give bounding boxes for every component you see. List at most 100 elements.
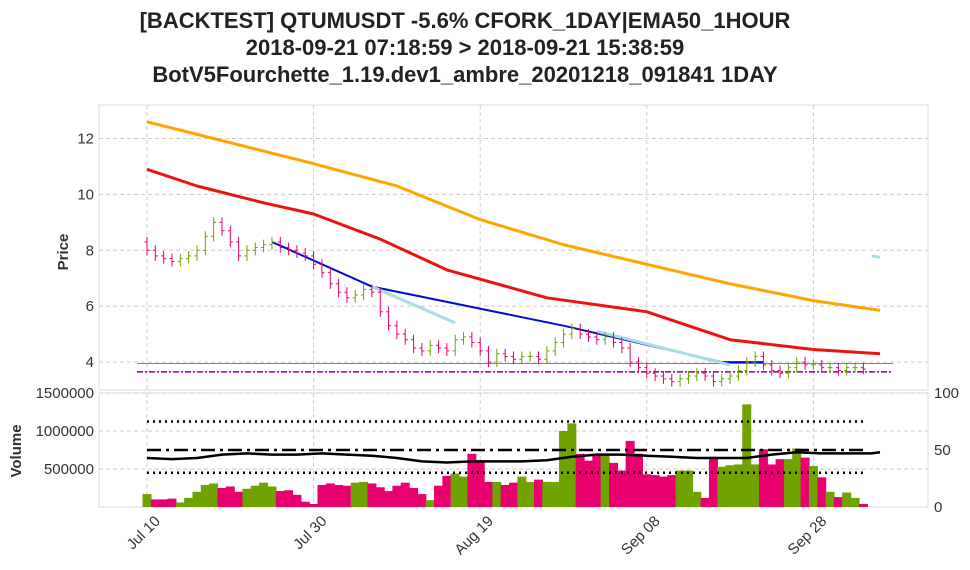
volume-bar <box>667 475 677 507</box>
volume-bar <box>450 473 460 507</box>
volume-bar <box>350 482 360 507</box>
candle <box>694 368 700 382</box>
candle <box>394 320 400 340</box>
trend-light-line <box>871 254 881 259</box>
volume-bar <box>325 483 335 507</box>
volume-bar <box>175 502 185 507</box>
volume-tick-label: 500000 <box>44 461 94 478</box>
candles <box>144 217 866 387</box>
volume-bar <box>767 464 777 507</box>
candle <box>685 371 691 384</box>
volume-bar <box>708 456 718 507</box>
candle <box>652 368 658 382</box>
volume-bar <box>658 476 668 507</box>
candle <box>794 357 800 373</box>
candle <box>252 242 258 256</box>
candle <box>319 259 325 278</box>
candle <box>411 334 417 354</box>
candle <box>527 351 533 362</box>
candle <box>635 357 641 373</box>
candle <box>369 284 375 298</box>
volume-bar <box>200 484 210 507</box>
volume-bar <box>575 453 585 507</box>
x-tick-label: Sep 28 <box>785 513 831 559</box>
volume-bar <box>650 475 660 507</box>
volume-bar <box>625 440 635 507</box>
candle <box>269 236 275 250</box>
volume-bar <box>292 494 302 507</box>
price-tick-label: 6 <box>86 298 94 315</box>
volume-bar <box>334 484 344 507</box>
price-tick-label: 12 <box>77 131 94 148</box>
candle <box>227 225 233 247</box>
price-tick-label: 4 <box>86 354 94 371</box>
candle <box>760 351 766 370</box>
candle <box>536 351 542 365</box>
candle <box>344 287 350 303</box>
volume-bar <box>150 499 160 507</box>
candle <box>477 337 483 356</box>
volume-bar <box>592 455 602 507</box>
volume-bar <box>284 490 294 507</box>
volume-bar <box>692 491 702 507</box>
candle <box>644 362 650 379</box>
candle <box>619 337 625 354</box>
volume-indicator <box>146 420 881 475</box>
volume-bar <box>534 479 544 507</box>
candle <box>327 267 333 289</box>
volume-bar <box>717 466 727 507</box>
candle <box>211 217 217 242</box>
candle <box>236 236 242 261</box>
x-tick-label: Jul 10 <box>124 513 164 553</box>
candle <box>144 236 150 256</box>
price-panel-frame <box>98 104 929 391</box>
candle <box>202 231 208 256</box>
volume-bar <box>617 470 627 507</box>
candle <box>585 329 591 342</box>
candle <box>802 357 808 370</box>
candle <box>294 245 300 259</box>
volume-bar <box>725 465 735 507</box>
volume-bar <box>192 491 202 507</box>
candle <box>461 331 467 345</box>
volume-bar <box>142 494 152 507</box>
candle <box>769 359 775 376</box>
right-tick-label: 0 <box>934 499 942 516</box>
volume-bar <box>400 482 410 507</box>
candle <box>777 365 783 379</box>
volume-bar <box>267 486 277 507</box>
candle <box>710 371 716 387</box>
price-tick-label: 10 <box>77 186 94 203</box>
volume-bar <box>850 497 860 507</box>
volume-bar <box>492 481 502 507</box>
candle <box>402 329 408 345</box>
volume-bar <box>567 423 577 507</box>
candle <box>577 323 583 340</box>
volume-bars <box>142 404 868 507</box>
volume-bar <box>559 431 568 507</box>
volume-tick-label: 1000000 <box>36 423 94 440</box>
candle <box>352 289 358 303</box>
volume-bar <box>517 476 527 507</box>
candle <box>552 337 558 356</box>
volume-bar <box>217 488 227 507</box>
candle <box>302 248 308 261</box>
candle <box>194 245 200 261</box>
candle <box>169 253 175 267</box>
volume-bar <box>475 461 485 507</box>
candle <box>277 236 283 253</box>
candle <box>386 306 392 331</box>
volume-indicator-line <box>146 451 881 464</box>
trend-light-line <box>596 329 731 367</box>
candle <box>494 348 500 368</box>
trend-blue-line <box>271 240 764 364</box>
chart-title-line-2: 2018-09-21 07:18:59 > 2018-09-21 15:38:5… <box>246 35 685 60</box>
volume-bar <box>417 494 427 507</box>
candle <box>660 371 666 384</box>
volume-bar <box>359 481 369 507</box>
volume-bar <box>858 503 868 507</box>
volume-bar <box>817 477 827 507</box>
x-tick-label: Sep 08 <box>618 513 664 559</box>
price-axis-label: Price <box>55 234 72 271</box>
candle <box>186 250 192 264</box>
